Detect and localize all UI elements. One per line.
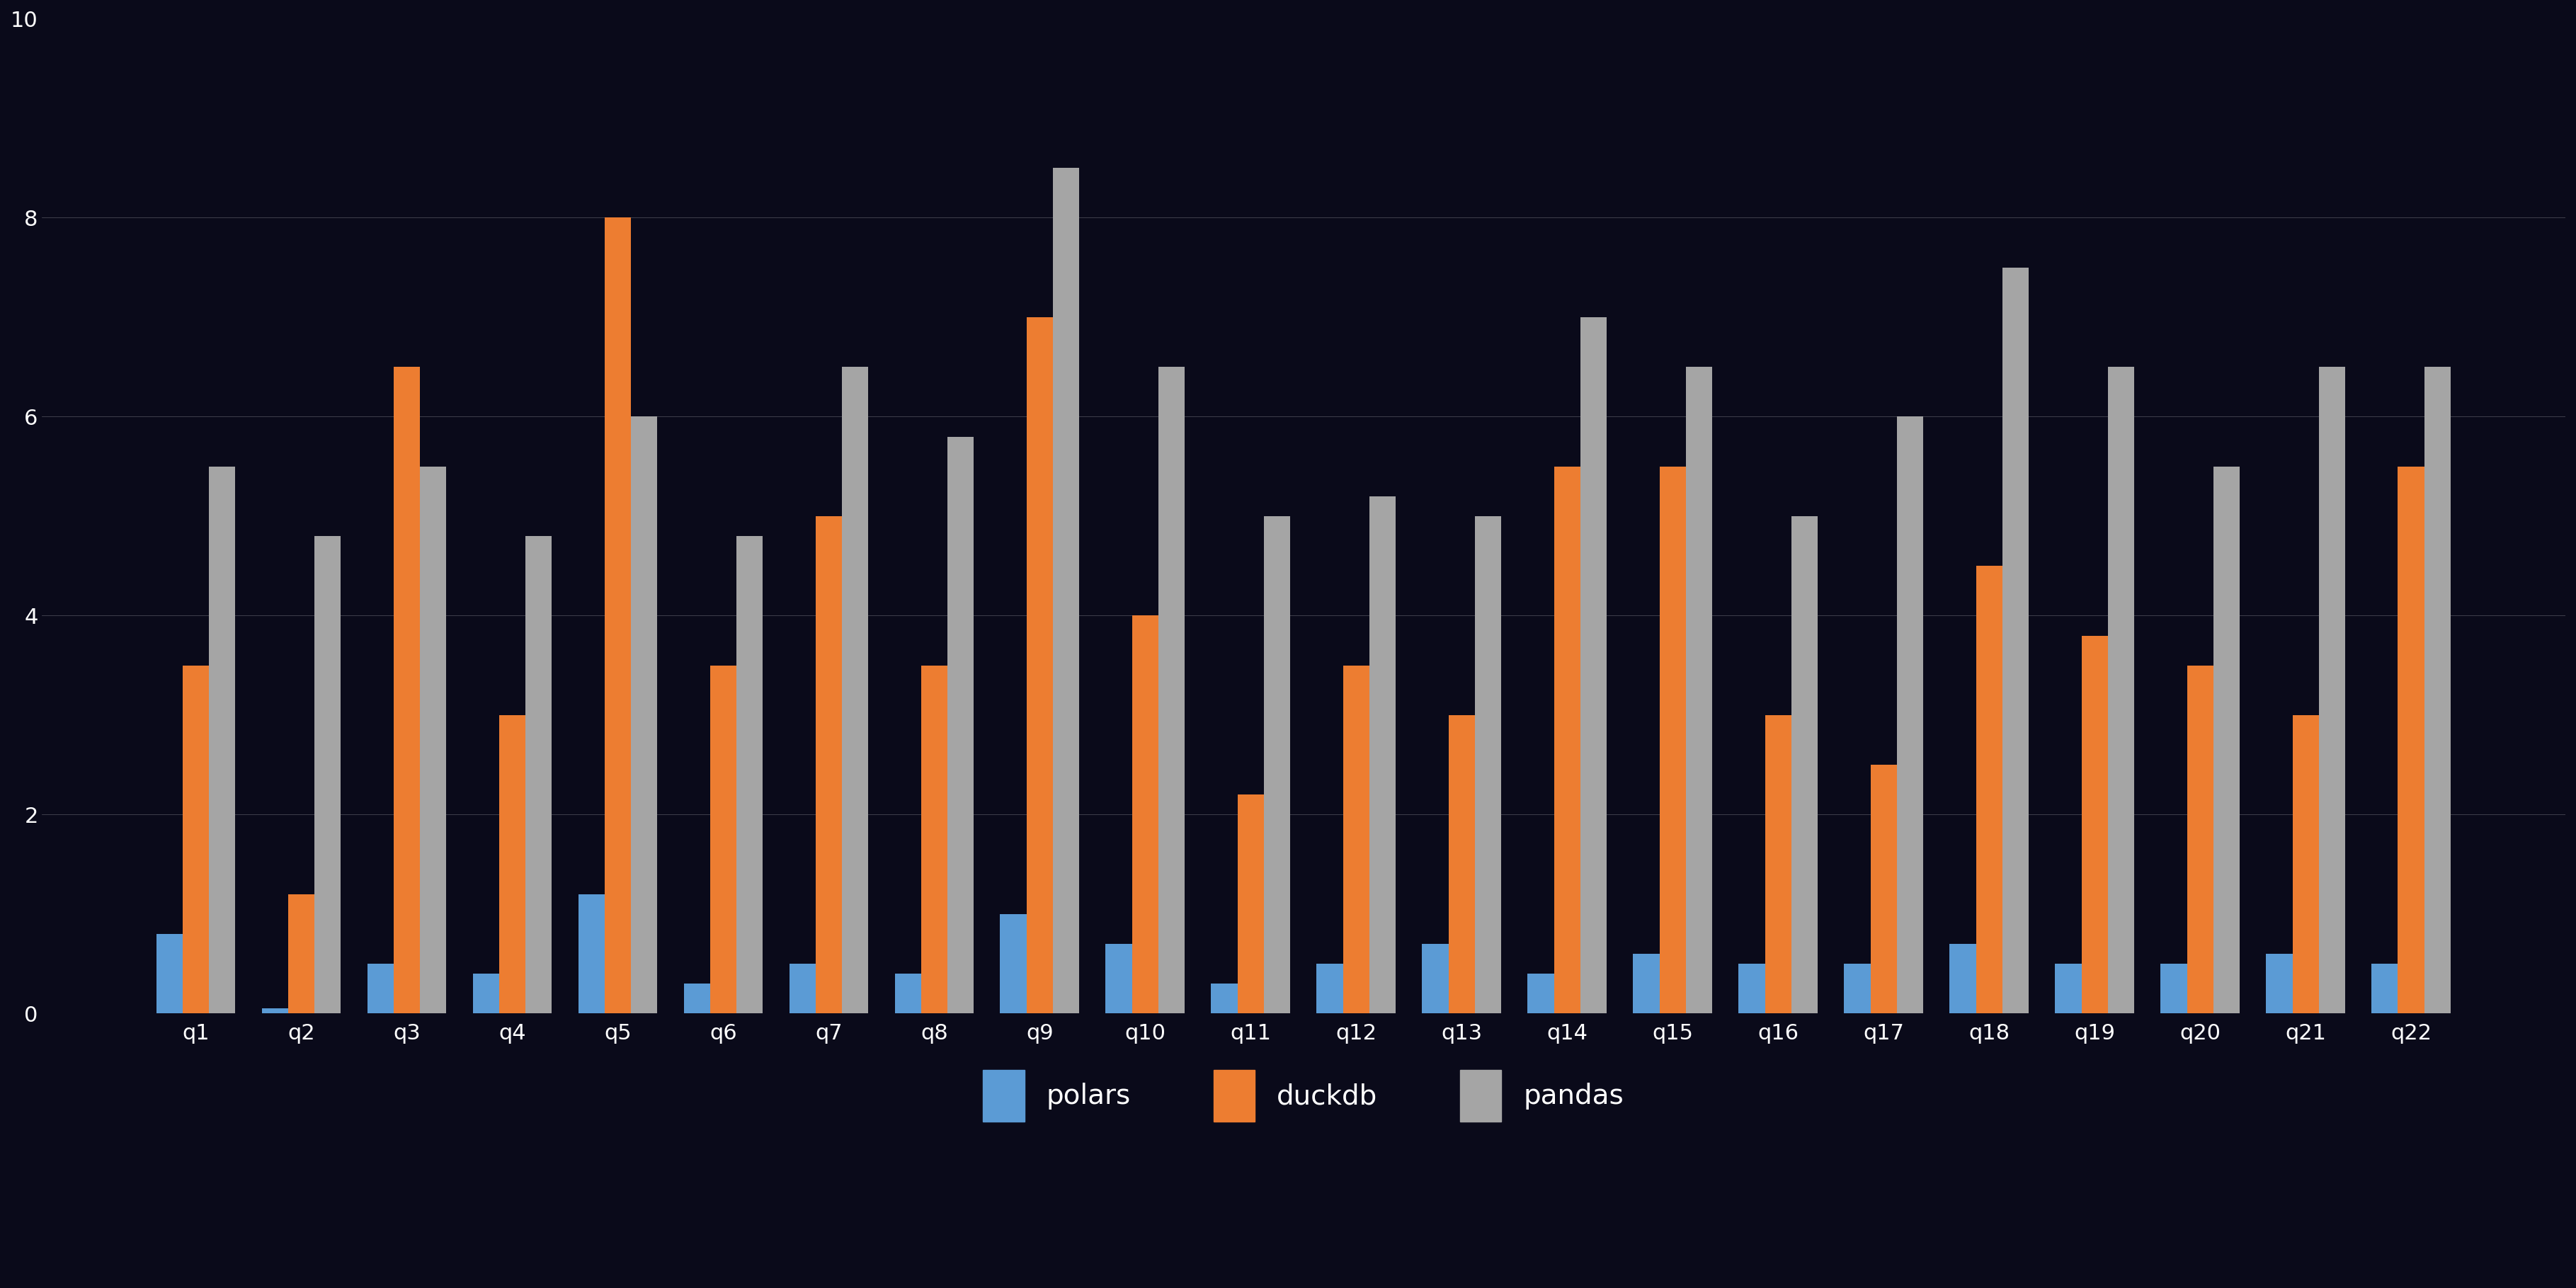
- Bar: [1476, 516, 1502, 1014]
- Bar: [1316, 963, 1342, 1014]
- Bar: [2002, 268, 2030, 1014]
- Bar: [1159, 367, 1185, 1014]
- Bar: [1765, 715, 1790, 1014]
- Bar: [737, 536, 762, 1014]
- Bar: [1950, 944, 1976, 1014]
- Bar: [368, 963, 394, 1014]
- Bar: [788, 963, 817, 1014]
- Bar: [948, 437, 974, 1014]
- Bar: [2187, 666, 2213, 1014]
- Bar: [1131, 616, 1159, 1014]
- Bar: [183, 666, 209, 1014]
- Bar: [1896, 417, 1924, 1014]
- Bar: [1685, 367, 1713, 1014]
- Bar: [263, 1009, 289, 1014]
- Bar: [394, 367, 420, 1014]
- Bar: [1054, 167, 1079, 1014]
- Bar: [314, 536, 340, 1014]
- Bar: [2318, 367, 2344, 1014]
- Bar: [842, 367, 868, 1014]
- Bar: [817, 516, 842, 1014]
- Bar: [209, 466, 234, 1014]
- Bar: [631, 417, 657, 1014]
- Bar: [922, 666, 948, 1014]
- Bar: [1236, 795, 1265, 1014]
- Bar: [2081, 635, 2107, 1014]
- Bar: [474, 974, 500, 1014]
- Bar: [1370, 496, 1396, 1014]
- Bar: [1342, 666, 1370, 1014]
- Bar: [2267, 954, 2293, 1014]
- Bar: [500, 715, 526, 1014]
- Bar: [2424, 367, 2450, 1014]
- Bar: [1870, 765, 1896, 1014]
- Bar: [526, 536, 551, 1014]
- Bar: [683, 984, 711, 1014]
- Bar: [1025, 317, 1054, 1014]
- Bar: [157, 934, 183, 1014]
- Bar: [577, 894, 605, 1014]
- Bar: [1265, 516, 1291, 1014]
- Bar: [1579, 317, 1607, 1014]
- Bar: [1844, 963, 1870, 1014]
- Bar: [1659, 466, 1685, 1014]
- Bar: [2107, 367, 2133, 1014]
- Bar: [2372, 963, 2398, 1014]
- Legend: polars, duckdb, pandas: polars, duckdb, pandas: [956, 1042, 1651, 1149]
- Bar: [711, 666, 737, 1014]
- Bar: [1790, 516, 1819, 1014]
- Bar: [1448, 715, 1476, 1014]
- Bar: [894, 974, 922, 1014]
- Bar: [2056, 963, 2081, 1014]
- Bar: [1553, 466, 1579, 1014]
- Bar: [1976, 565, 2002, 1014]
- Bar: [1211, 984, 1236, 1014]
- Bar: [1633, 954, 1659, 1014]
- Bar: [2161, 963, 2187, 1014]
- Bar: [2213, 466, 2239, 1014]
- Bar: [289, 894, 314, 1014]
- Bar: [1105, 944, 1131, 1014]
- Bar: [2398, 466, 2424, 1014]
- Bar: [1739, 963, 1765, 1014]
- Bar: [1422, 944, 1448, 1014]
- Bar: [420, 466, 446, 1014]
- Bar: [999, 914, 1025, 1014]
- Bar: [2293, 715, 2318, 1014]
- Bar: [605, 218, 631, 1014]
- Bar: [1528, 974, 1553, 1014]
